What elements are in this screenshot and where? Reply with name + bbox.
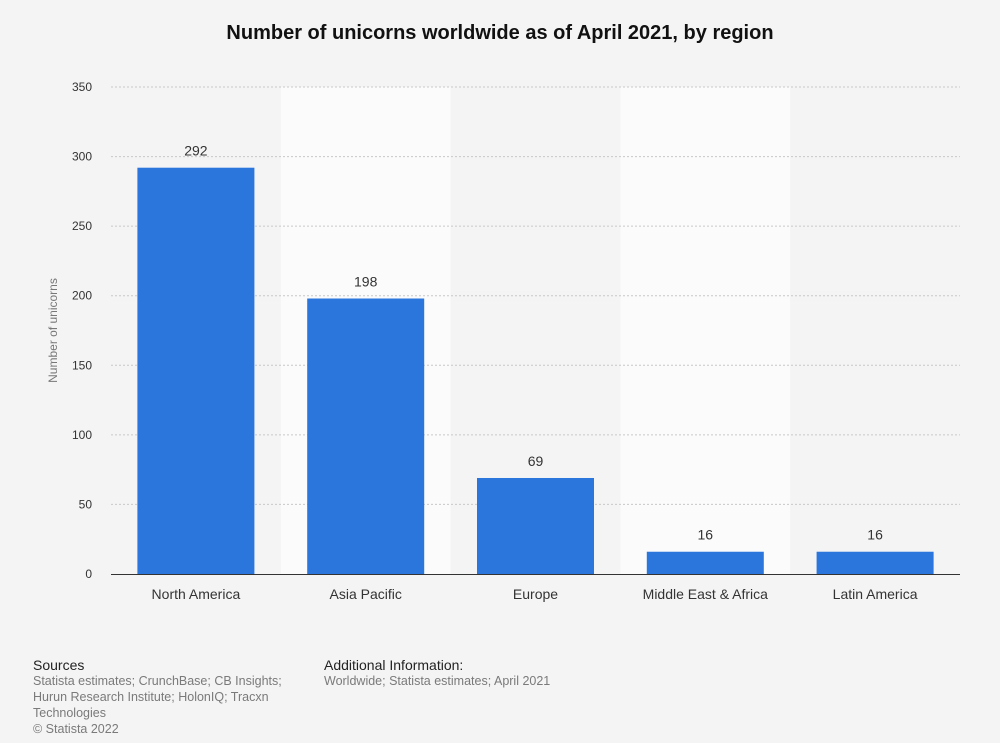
sources-line: Statista estimates; CrunchBase; CB Insig…	[33, 674, 282, 688]
x-tick-label: North America	[152, 586, 241, 602]
sources-line: Technologies	[33, 706, 106, 720]
data-label: 198	[354, 273, 378, 289]
additional-info-heading: Additional Information:	[324, 657, 464, 673]
y-axis-ticks: 0 50 100 150 200 250 300 350	[72, 80, 92, 581]
bar[interactable]	[307, 298, 425, 574]
y-tick-label: 50	[79, 497, 93, 511]
data-labels: 292 198 69 16 16	[184, 143, 883, 543]
sources-line: Hurun Research Institute; HolonIQ; Tracx…	[33, 690, 269, 704]
y-tick-label: 300	[72, 150, 92, 164]
bar[interactable]	[646, 551, 764, 574]
x-tick-label: Latin America	[833, 586, 918, 602]
x-axis-ticks: North America Asia Pacific Europe Middle Ea…	[152, 586, 918, 602]
chart-title: Number of unicorns worldwide as of April…	[226, 22, 774, 44]
x-tick-label: Europe	[513, 586, 558, 602]
additional-info-block: Additional Information: Worldwide; Stati…	[324, 657, 624, 689]
data-label: 16	[867, 527, 883, 543]
bar-chart: 0 50 100 150 200 250 300 350 292 198 69 16 16 North…	[46, 80, 960, 602]
data-label: 292	[184, 143, 208, 159]
bars	[137, 167, 934, 574]
sources-line: © Statista 2022	[33, 722, 119, 736]
data-label: 16	[698, 527, 714, 543]
category-band	[620, 87, 791, 574]
additional-info-line: Worldwide; Statista estimates; April 202…	[324, 674, 551, 688]
bar[interactable]	[477, 477, 594, 574]
sources-text: Statista estimates; CrunchBase; CB Insig…	[33, 673, 293, 737]
data-label: 69	[528, 453, 544, 469]
x-tick-label: Middle East & Africa	[643, 586, 768, 602]
additional-info-text: Worldwide; Statista estimates; April 202…	[324, 673, 624, 689]
y-tick-label: 200	[72, 289, 92, 303]
y-tick-label: 0	[85, 567, 92, 581]
x-tick-label: Asia Pacific	[330, 586, 402, 602]
y-axis-label: Number of unicorns	[46, 278, 60, 383]
bar[interactable]	[137, 167, 255, 574]
y-tick-label: 150	[72, 358, 92, 372]
sources-block: Sources Statista estimates; CrunchBase; …	[33, 657, 293, 737]
y-tick-label: 250	[72, 219, 92, 233]
bar[interactable]	[816, 551, 934, 574]
y-tick-label: 350	[72, 80, 92, 94]
y-tick-label: 100	[72, 428, 92, 442]
sources-heading: Sources	[33, 657, 85, 673]
